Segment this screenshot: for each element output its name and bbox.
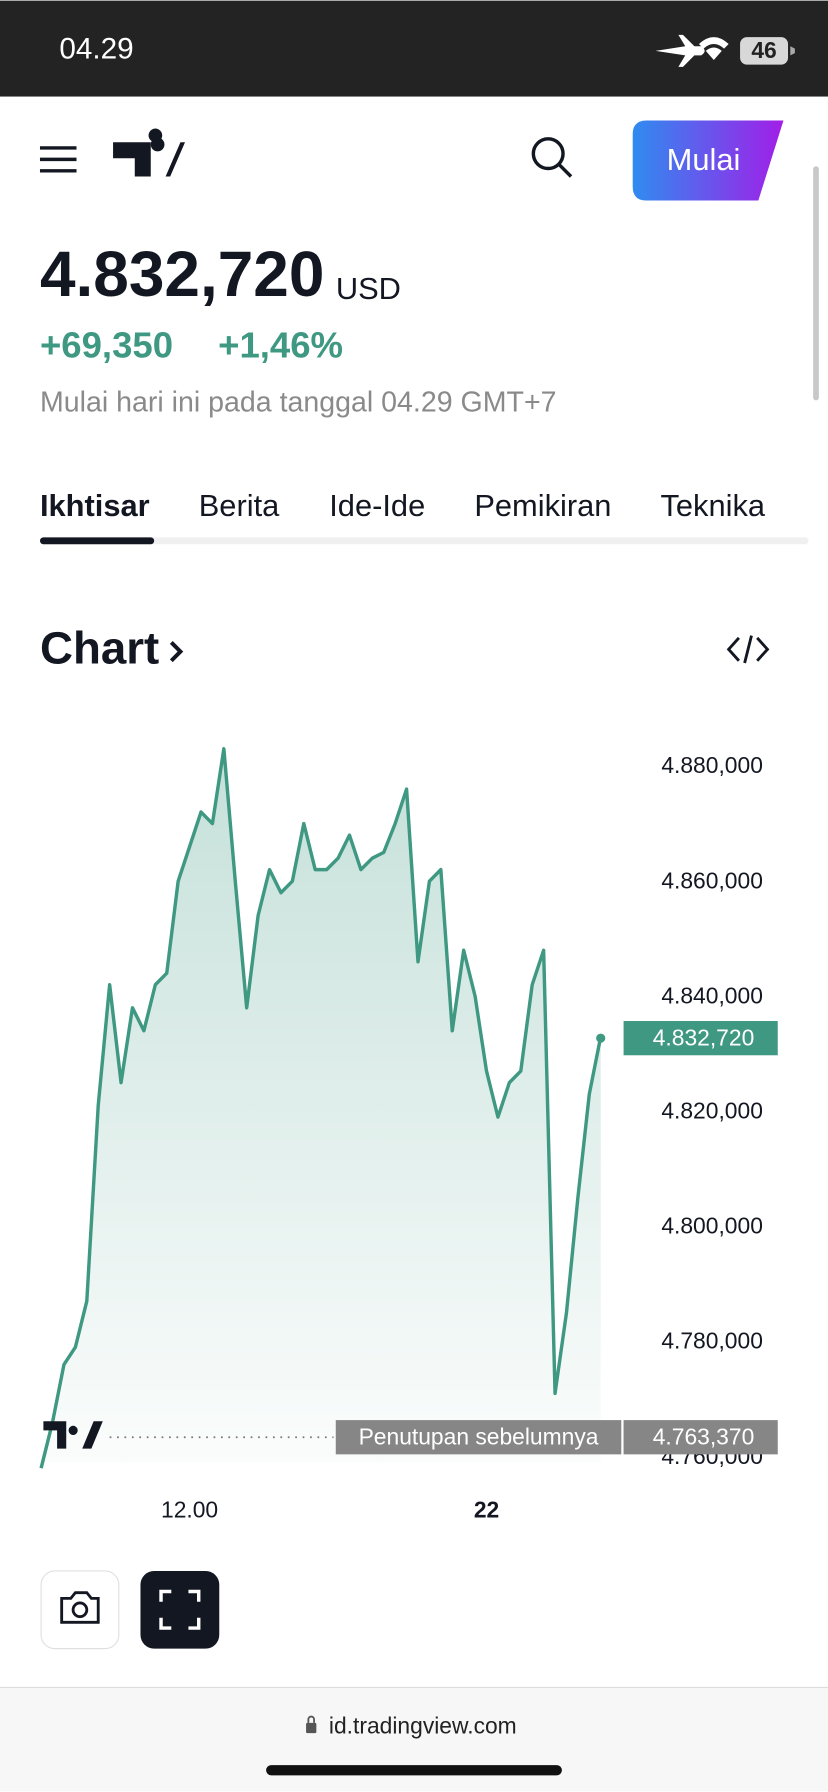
battery-level: 46 <box>751 37 776 63</box>
y-tick-label: 4.860,000 <box>661 867 763 893</box>
session-note: Mulai hari ini pada tanggal 04.29 GMT+7 <box>40 386 557 418</box>
tab[interactable]: Teknika <box>661 488 766 523</box>
lock-icon <box>306 1722 317 1734</box>
line <box>39 747 603 1469</box>
wifi-icon <box>698 37 729 61</box>
tab[interactable]: Berita <box>199 488 280 523</box>
tab[interactable]: Pemikiran <box>474 488 611 523</box>
search-lens <box>531 137 565 171</box>
browser-bar <box>0 1687 828 1792</box>
chart-logo <box>43 1421 103 1449</box>
battery <box>740 37 789 65</box>
scrollbar <box>813 166 819 401</box>
url[interactable]: id.tradingview.com <box>329 1712 517 1738</box>
airplane-icon <box>655 34 705 67</box>
y-tick-label: 4.800,000 <box>661 1213 763 1239</box>
price-change: +69,350 <box>40 324 173 365</box>
fullscreen-icon <box>159 1589 201 1630</box>
tab[interactable]: Ikhtisar <box>40 488 150 523</box>
search-handle <box>558 163 573 178</box>
section-chevron[interactable] <box>169 641 184 663</box>
battery-tip <box>790 46 795 56</box>
start-button[interactable] <box>632 120 784 201</box>
y-tick-label: 4.780,000 <box>661 1328 763 1354</box>
camera-icon <box>60 1591 100 1624</box>
menu-icon[interactable] <box>39 146 77 173</box>
snapshot-button[interactable] <box>40 1570 120 1650</box>
previous-close-tag <box>623 1420 778 1455</box>
x-tick-label: 12.00 <box>161 1497 218 1523</box>
area <box>41 748 601 1469</box>
last-point <box>596 1033 606 1043</box>
price-change-percent: +1,46% <box>218 324 343 365</box>
y-tick-label: 4.880,000 <box>661 752 763 778</box>
section-title[interactable]: Chart <box>40 623 159 674</box>
search-icon[interactable] <box>531 137 573 178</box>
embed-icon[interactable] <box>726 635 770 664</box>
last-price-label: 4.832,720 <box>653 1024 755 1050</box>
lock-shackle <box>307 1715 315 1723</box>
tab[interactable]: Ide-Ide <box>329 488 425 523</box>
tab-track <box>39 537 809 545</box>
logo[interactable] <box>113 128 186 177</box>
tabs: Ikhtisar Berita Ide-Ide Pemikiran Teknika <box>40 488 766 523</box>
previous-close-name-tag <box>335 1420 622 1455</box>
start-button-label[interactable]: Mulai <box>667 142 741 177</box>
camera-lens <box>71 1601 89 1619</box>
y-tick-label: 4.820,000 <box>661 1098 763 1124</box>
home-indicator <box>266 1765 562 1776</box>
status-time: 04.29 <box>59 33 133 66</box>
previous-close-name: Penutupan sebelumnya <box>359 1423 599 1449</box>
price: 4.832,720 <box>40 238 324 310</box>
x-tick-label: 22 <box>474 1497 499 1523</box>
tab-indicator <box>39 537 155 545</box>
currency: USD <box>336 271 401 306</box>
last-price-tag <box>623 1021 778 1056</box>
y-tick-label: 4.840,000 <box>661 982 763 1008</box>
previous-close-label: 4.763,370 <box>653 1423 755 1449</box>
logo-dot <box>150 137 165 152</box>
chart: 4.880,000 4.860,000 4.840,000 4.820,000 4.80… <box>39 747 778 1523</box>
fullscreen-button[interactable] <box>140 1570 220 1649</box>
